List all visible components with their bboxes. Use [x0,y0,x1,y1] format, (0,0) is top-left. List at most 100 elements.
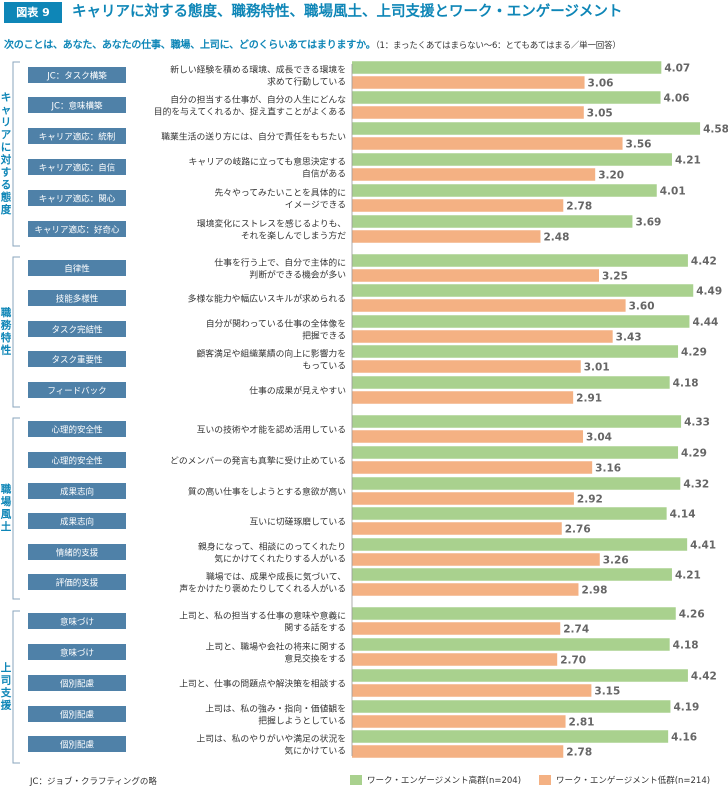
group-label-char: 支 [0,686,12,699]
value-label-low: 2.48 [543,232,569,244]
category-tag-box [28,159,126,175]
bar-high [352,61,662,74]
category-tag-label: 情緒的支援 [56,548,99,559]
item-text-line: 自分が関わっている仕事の全体像を [206,318,346,330]
bar-high [352,507,667,520]
item-text-line: 上司と、仕事の問題点や解決策を相談する [179,678,346,690]
group-label-char: ア [1,129,12,141]
item-text-line: 職業生活の送り方には、自分で責任をもちたい [161,131,346,143]
category-tag-box [28,421,126,437]
category-tag-label: キャリア適応：自信 [39,163,116,174]
value-label-high: 4.41 [690,540,716,552]
item-text-line: どのメンバーの発言も真摯に受け止めている [170,455,346,467]
group-label-char: リ [1,117,12,129]
value-label-high: 4.18 [673,378,699,390]
value-label-high: 4.06 [664,93,690,105]
category-tag-box [28,613,126,629]
value-label-low: 3.60 [629,301,655,313]
chart-title: キャリアに対する態度、職務特性、職場風土、上司支援とワーク・エンゲージメント [72,4,623,20]
item-text-line: 顧客満足や組織業績の向上に影響力を [196,348,346,360]
value-label-high: 4.58 [703,124,728,136]
item-text-line: イメージできる [285,200,346,211]
item-text-line: 質の高い仕事をしようとする意欲が高い [188,486,346,498]
bar-low [352,299,626,312]
legend-item-low: ワーク・エンゲージメント低群(n=214) [539,774,710,786]
category-tag-box [28,128,126,144]
bar-high [352,415,682,428]
category-tag-label: 技能多様性 [56,294,99,305]
value-label-low: 2.74 [563,624,589,636]
bar-high [352,315,690,328]
bar-high [352,153,672,166]
item-text-line: 環境変化にストレスを感じるよりも、 [197,218,346,230]
bar-low [352,330,613,343]
category-tag-label: 成果志向 [60,487,94,498]
item-text-line: 把握しようとしている [258,715,346,727]
item-text-line: 多様な能力や幅広いスキルが求められる [188,293,346,305]
item-text-line: 気にかけている [284,745,346,757]
value-label-low: 3.25 [602,271,628,283]
bar-low [352,553,600,566]
category-tag-label: 心理的安全性 [51,456,103,467]
value-label-high: 4.21 [675,155,701,167]
category-tag-box [28,483,126,499]
item-text-line: 意見交換をする [284,653,346,665]
bar-low [352,391,574,404]
bar-low [352,653,558,666]
value-label-low: 3.43 [616,332,642,344]
bar-low [352,76,585,89]
value-label-high: 3.69 [635,217,661,229]
bar-low [352,583,579,596]
item-text-line: 互いの技術や才能を認め活用している [197,424,346,436]
category-tag-label: 心理的安全性 [51,425,103,436]
value-label-low: 3.01 [584,362,610,374]
legend-item-high: ワーク・エンゲージメント高群(n=204) [350,774,521,786]
group-label-char: る [1,179,12,191]
item-text-line: 声をかけたり褒めたりしてくれる人がいる [179,583,346,595]
group-label-char: 上 [1,661,12,674]
bar-low [352,715,566,728]
bar-high [352,568,672,581]
value-label-low: 2.98 [581,585,607,597]
category-tag-box [28,221,126,237]
category-tag-label: 成果志向 [60,517,94,528]
question-note: （1：まったくあてはまらない〜6：とてもあてはまる／単一回答） [375,41,621,51]
item-text-line: 仕事を行う上で、自分で主体的に [214,257,346,269]
bar-high [352,184,657,197]
value-label-low: 3.06 [588,78,614,90]
group-bracket [12,61,20,247]
bar-high [352,477,681,490]
value-label-high: 4.33 [684,417,710,429]
value-label-high: 4.14 [670,509,696,521]
value-label-high: 4.26 [679,609,705,621]
category-tag-label: タスク完結性 [51,325,103,336]
survey-question: 次のことは、あなた、あなたの仕事、職場、上司に、どのくらいあてはまりますか。（1… [4,36,621,51]
bar-high [352,345,679,358]
category-tag-label: 評価的支援 [56,578,99,589]
item-text-line: 関する話をする [284,622,346,634]
header: 図表 9 キャリアに対する態度、職務特性、職場風土、上司支援とワーク・エンゲージ… [0,0,728,26]
group-bracket [12,610,20,764]
item-text-line: もっている [302,361,346,372]
bar-high [352,538,688,551]
value-label-low: 2.91 [576,393,602,405]
bar-low [352,461,593,474]
group-label-char: 性 [1,344,12,357]
value-label-low: 3.15 [594,686,620,698]
category-tag-label: 個別配慮 [60,679,95,690]
figure-number-badge: 図表 9 [4,2,62,23]
bar-low [352,199,564,212]
value-label-low: 2.92 [577,494,603,506]
category-tag-label: JC：タスク構築 [46,71,107,82]
footnote: JC：ジョブ・クラフティングの略 [30,777,157,787]
value-label-high: 4.18 [673,640,699,652]
legend-label-high: ワーク・エンゲージメント高群(n=204) [367,776,522,786]
value-label-low: 2.76 [565,524,591,536]
value-label-high: 4.29 [681,448,707,460]
item-text-line: 先々やってみたいことを具体的に [214,187,346,199]
group-label-char: キ [1,92,12,104]
category-tag-box [28,260,126,276]
value-label-high: 4.29 [681,347,707,359]
item-text-line: 気にかけてくれたりする人がいる [214,553,346,565]
